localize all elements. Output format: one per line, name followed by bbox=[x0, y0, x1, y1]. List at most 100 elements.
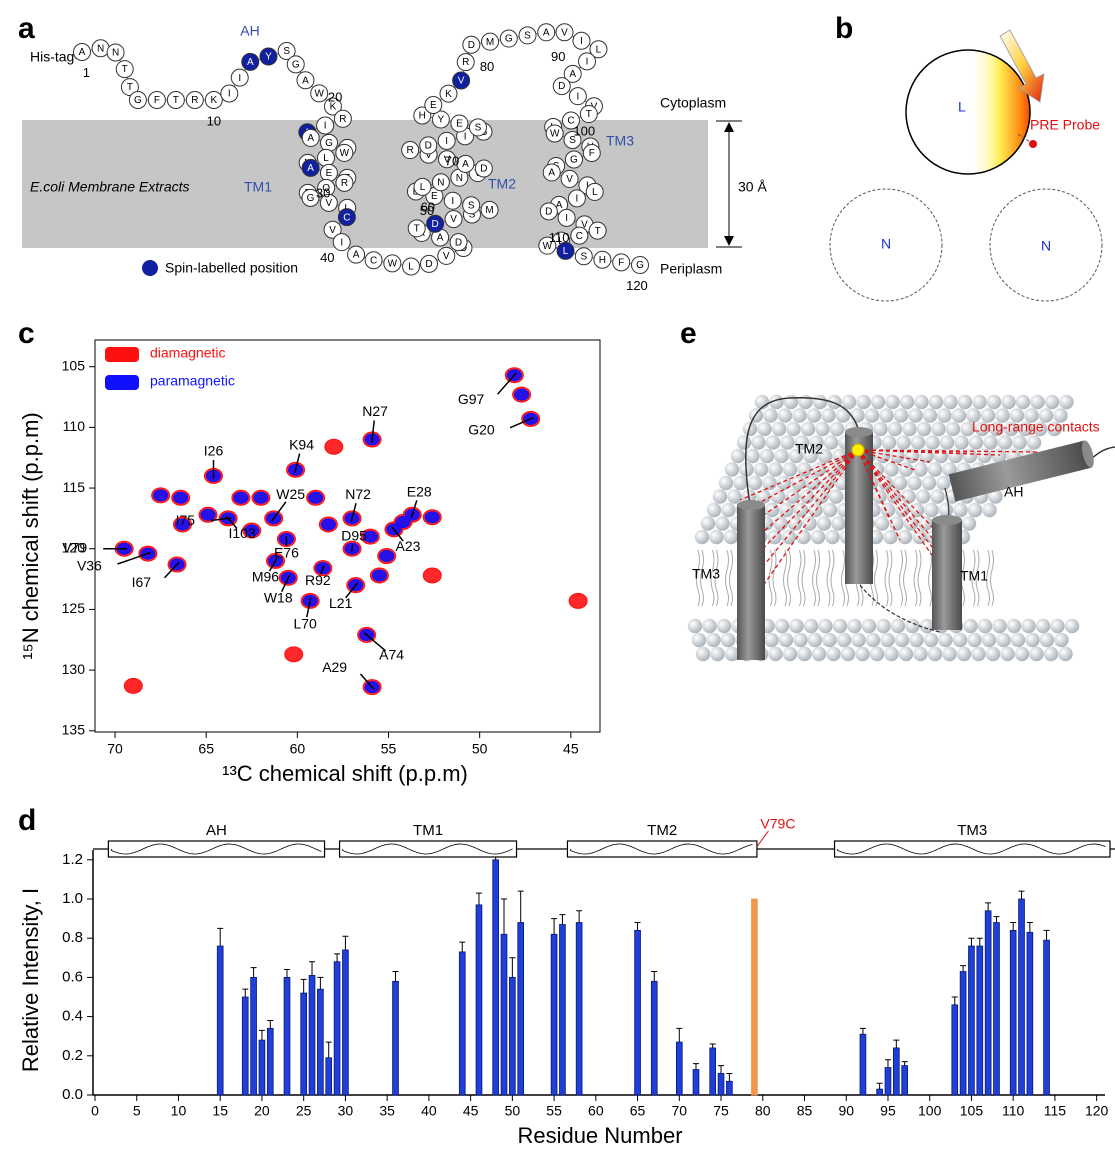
bar bbox=[968, 945, 975, 1096]
lipid-head bbox=[774, 448, 789, 464]
lipid-head bbox=[718, 475, 734, 491]
lipid-head bbox=[870, 394, 886, 410]
lipid-head bbox=[952, 632, 968, 648]
bar bbox=[550, 933, 558, 1096]
bar bbox=[634, 929, 641, 1096]
y-tick-label: 1.2 bbox=[62, 851, 83, 868]
y-axis-label: Relative Intensity, I bbox=[18, 888, 43, 1072]
residue-letter: D bbox=[545, 207, 552, 218]
peak bbox=[422, 567, 442, 584]
lipid-head bbox=[927, 646, 943, 662]
lipid-head bbox=[796, 529, 811, 545]
lipid-head bbox=[930, 489, 945, 504]
lipid-head bbox=[968, 435, 984, 450]
residue-letter: F bbox=[154, 95, 160, 106]
residue-letter: G bbox=[570, 155, 578, 166]
residue-letter: A bbox=[307, 133, 314, 144]
residue-letter: W bbox=[388, 259, 398, 270]
lipid-head bbox=[1032, 421, 1048, 437]
lipid-head bbox=[885, 394, 900, 410]
lipid-head bbox=[884, 462, 899, 477]
residue-letter: N bbox=[112, 48, 119, 59]
lipid-head bbox=[974, 421, 990, 437]
lipid-head bbox=[909, 632, 924, 648]
bar bbox=[517, 922, 525, 1096]
domain-label: TM3 bbox=[606, 133, 634, 149]
lipid-head bbox=[913, 646, 928, 662]
helix-label: AH bbox=[1004, 484, 1023, 500]
lipid-head bbox=[914, 394, 929, 410]
residue-letter: I bbox=[586, 57, 589, 68]
y-tick-label: 0.2 bbox=[62, 1047, 83, 1064]
error-bar bbox=[217, 927, 224, 947]
residue bbox=[578, 52, 597, 71]
panel-label: c bbox=[18, 317, 35, 350]
y-tick-label: 125 bbox=[62, 600, 86, 616]
lipid-head bbox=[981, 632, 997, 648]
lipid-head bbox=[890, 618, 906, 634]
error-bar bbox=[1043, 929, 1050, 941]
lipid-head bbox=[792, 408, 807, 423]
error-bar bbox=[634, 922, 641, 931]
residue bbox=[316, 116, 335, 135]
lipid-head bbox=[827, 394, 842, 410]
lipid-head bbox=[721, 502, 736, 518]
residue-letter: W bbox=[314, 88, 324, 99]
residue-number: 80 bbox=[480, 59, 494, 74]
bar bbox=[876, 1088, 883, 1096]
contact-line bbox=[751, 449, 859, 561]
residue bbox=[499, 29, 518, 48]
loop bbox=[859, 584, 941, 633]
lipid-head bbox=[763, 408, 778, 423]
residue-letter: T bbox=[127, 82, 133, 93]
error-bar bbox=[242, 988, 249, 997]
error-bar bbox=[884, 1059, 891, 1068]
residue bbox=[437, 131, 456, 150]
contact-line bbox=[857, 449, 936, 531]
y-tick-label: 130 bbox=[62, 661, 86, 677]
bar bbox=[317, 988, 324, 1096]
lipid-head bbox=[803, 448, 818, 464]
lipid-head bbox=[898, 462, 914, 477]
thickness-label: 30 Å bbox=[738, 179, 767, 195]
helix-cap bbox=[1081, 440, 1094, 468]
residue-letter: K bbox=[210, 95, 217, 106]
periplasm-label: Periplasm bbox=[660, 261, 722, 277]
residue-letter: T bbox=[414, 223, 420, 234]
lipid-head bbox=[916, 421, 932, 437]
lipid-head bbox=[928, 394, 944, 410]
lipid-head bbox=[996, 632, 1011, 648]
lipid-head bbox=[788, 448, 804, 464]
residue-letter: I bbox=[580, 36, 583, 47]
domain-label: TM3 bbox=[957, 822, 987, 839]
ligand-label: L bbox=[958, 99, 966, 115]
lipid-head bbox=[850, 408, 865, 423]
peak-leader bbox=[371, 420, 375, 443]
x-tick-label: 45 bbox=[563, 741, 579, 757]
lipid-head bbox=[809, 435, 824, 450]
lipid-head bbox=[893, 408, 909, 423]
annotation-label: V79C bbox=[760, 816, 795, 832]
y-tick-label: 0.8 bbox=[62, 929, 83, 946]
peak bbox=[308, 491, 324, 504]
peak bbox=[175, 518, 191, 531]
error-bar bbox=[976, 937, 983, 947]
residue bbox=[585, 182, 604, 201]
peak-label: E28 bbox=[407, 483, 432, 499]
residue bbox=[563, 64, 582, 83]
peak bbox=[173, 491, 189, 504]
lipid-head bbox=[931, 421, 946, 437]
x-tick-label: 105 bbox=[960, 1103, 984, 1119]
residue bbox=[407, 219, 426, 238]
residue bbox=[588, 221, 607, 240]
peak-label: N27 bbox=[362, 403, 388, 419]
residue bbox=[449, 233, 468, 252]
lipid-head bbox=[695, 646, 711, 662]
lipid-head bbox=[847, 618, 862, 634]
lipid-head bbox=[773, 516, 788, 531]
lipid-head bbox=[961, 516, 977, 531]
residue-number: 110 bbox=[549, 230, 570, 245]
peak-label: L70 bbox=[293, 616, 317, 632]
residue-letter: I bbox=[586, 181, 589, 192]
